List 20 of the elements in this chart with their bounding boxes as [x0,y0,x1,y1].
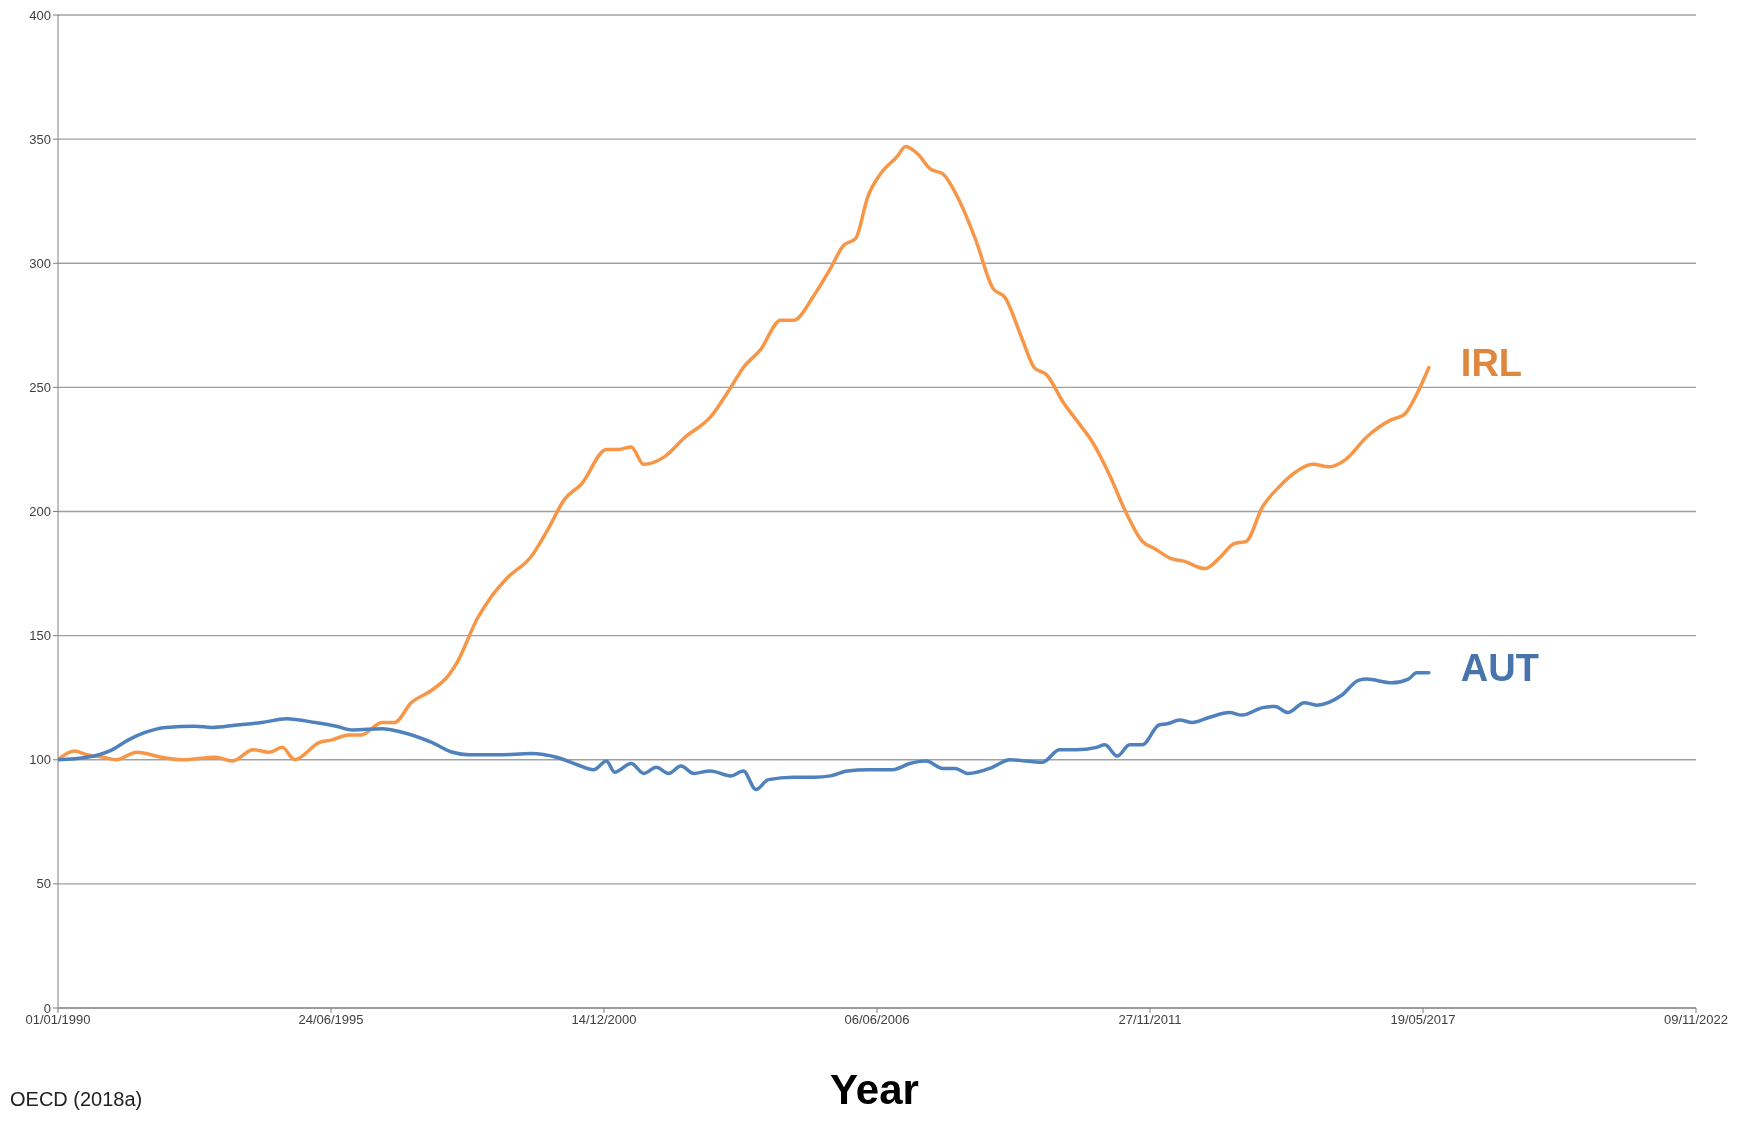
line-series [58,671,1431,792]
line-series [58,144,1431,763]
y-tick-label: 350 [29,131,51,147]
y-tick-label: 200 [29,504,51,520]
y-tick-label: 250 [29,379,51,395]
x-tick-label: 19/05/2017 [1390,1012,1456,1028]
text: OECD (2018a) [10,1088,143,1111]
series-label: AUT [1460,646,1539,689]
y-tick-label: 150 [29,628,51,644]
y-tick-label: 400 [29,7,51,23]
series-label: IRL [1460,341,1523,384]
y-tick-label: 100 [29,752,51,768]
x-tick-label: 27/11/2011 [1118,1012,1182,1028]
x-tick-label: 06/06/2006 [844,1012,910,1028]
x-tick-label: 14/12/2000 [571,1012,637,1028]
x-tick-label: 09/11/2022 [1663,1012,1729,1028]
x-tick-label: 24/06/1995 [298,1012,364,1028]
x-axis-title: Year [830,1066,919,1113]
y-tick-label: 50 [36,876,51,892]
y-tick-label: 300 [29,255,51,271]
